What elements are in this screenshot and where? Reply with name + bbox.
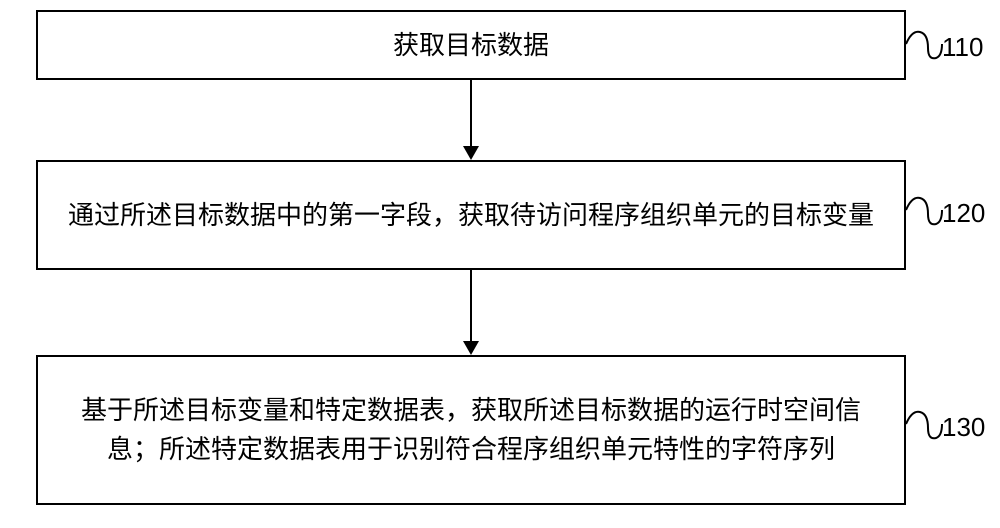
flow-step-1: 获取目标数据 xyxy=(36,10,906,80)
step-label-3: 130 xyxy=(942,412,985,443)
connector-curve-1 xyxy=(906,44,946,74)
arrow-1-head xyxy=(463,146,479,160)
step-label-2: 120 xyxy=(942,198,985,229)
flow-step-3-text: 基于所述目标变量和特定数据表，获取所述目标数据的运行时空间信息；所述特定数据表用… xyxy=(58,391,884,469)
connector-curve-3 xyxy=(906,424,946,454)
flow-step-2-text: 通过所述目标数据中的第一字段，获取待访问程序组织单元的目标变量 xyxy=(68,196,874,235)
flow-step-2: 通过所述目标数据中的第一字段，获取待访问程序组织单元的目标变量 xyxy=(36,160,906,270)
connector-curve-2 xyxy=(906,210,946,240)
arrow-2-line xyxy=(470,270,472,341)
arrow-2-head xyxy=(463,341,479,355)
flow-step-1-text: 获取目标数据 xyxy=(393,26,549,65)
step-label-1: 110 xyxy=(942,32,983,63)
arrow-1-line xyxy=(470,80,472,146)
flow-step-3: 基于所述目标变量和特定数据表，获取所述目标数据的运行时空间信息；所述特定数据表用… xyxy=(36,355,906,505)
